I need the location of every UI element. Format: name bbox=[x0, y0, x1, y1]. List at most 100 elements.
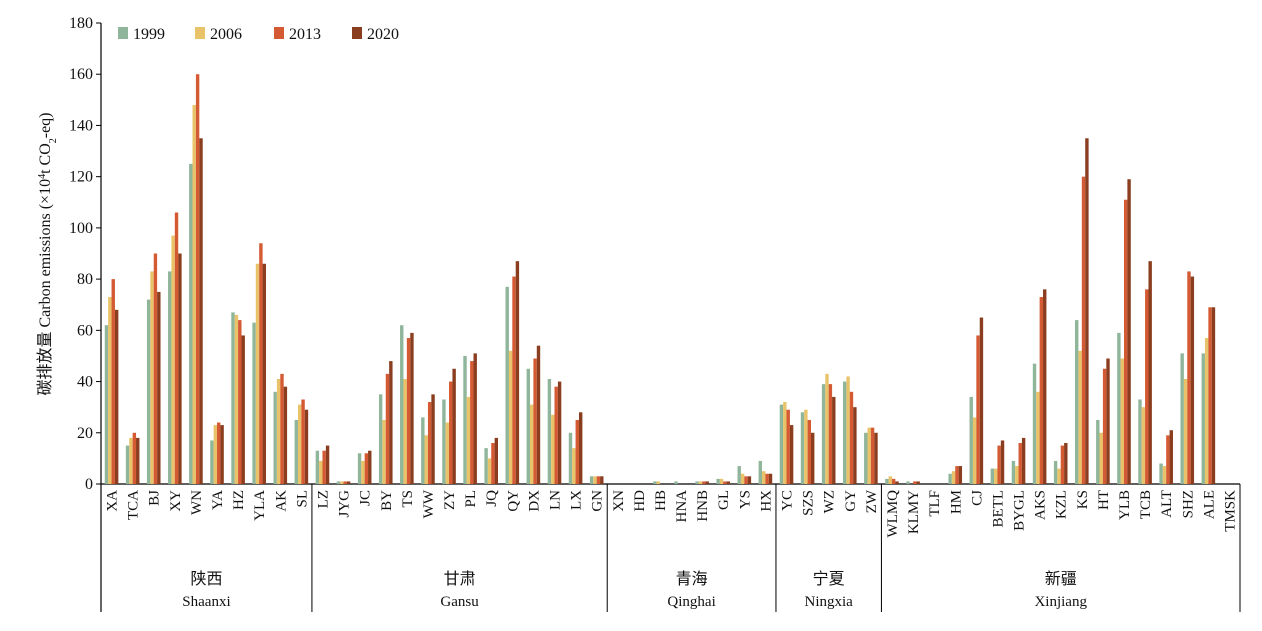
bar-SHZ-2006 bbox=[1183, 378, 1188, 484]
bar-AKS-2013 bbox=[1039, 297, 1044, 484]
bar-ALT-1999 bbox=[1159, 463, 1163, 484]
x-tick-label: ZY bbox=[442, 490, 458, 510]
bar-GL-2020 bbox=[726, 481, 731, 484]
bar-KS-1999 bbox=[1075, 320, 1079, 484]
bar-XY-2013 bbox=[174, 212, 179, 484]
x-tick-label: LN bbox=[547, 490, 563, 510]
x-tick-label: XA bbox=[105, 490, 121, 512]
bar-BETL-1999 bbox=[990, 468, 995, 484]
bar-AK-1999 bbox=[273, 391, 277, 484]
bar-XY-2006 bbox=[171, 235, 175, 484]
bar-LZ-2006 bbox=[319, 460, 323, 484]
x-tick-label: YS bbox=[737, 490, 753, 509]
bar-GL-1999 bbox=[716, 478, 720, 484]
bar-QY-1999 bbox=[505, 286, 509, 484]
bar-WZ-2020 bbox=[832, 396, 836, 484]
bar-YS-2020 bbox=[747, 476, 752, 484]
bar-GN-2020 bbox=[600, 476, 604, 484]
bar-ZW-2013 bbox=[870, 427, 875, 484]
x-tick-label: KLMY bbox=[906, 490, 922, 534]
bar-SHZ-2013 bbox=[1187, 271, 1191, 484]
x-tick-label: GN bbox=[590, 490, 606, 512]
bar-QY-2013 bbox=[512, 276, 516, 484]
x-tick-label: QY bbox=[505, 490, 521, 512]
x-tick-label: TCB bbox=[1138, 490, 1154, 519]
bar-HT-2020 bbox=[1106, 358, 1110, 484]
bar-GN-2006 bbox=[593, 476, 597, 484]
legend-label-2013: 2013 bbox=[289, 26, 321, 43]
x-tick-label: KS bbox=[1075, 490, 1091, 509]
bar-ZY-2006 bbox=[445, 422, 450, 484]
bar-AKS-2006 bbox=[1036, 391, 1040, 484]
x-tick-label: SL bbox=[294, 490, 310, 508]
bar-YA-2006 bbox=[213, 425, 218, 484]
bar-AK-2013 bbox=[280, 373, 284, 484]
bar-WLMQ-2013 bbox=[891, 478, 896, 484]
bar-HZ-2006 bbox=[234, 314, 239, 484]
bar-TCA-1999 bbox=[125, 445, 130, 484]
bar-HB-2006 bbox=[656, 481, 660, 484]
x-tick-label: BJ bbox=[147, 490, 163, 506]
bar-WZ-1999 bbox=[821, 384, 826, 484]
bar-AK-2020 bbox=[283, 386, 288, 484]
bar-XY-1999 bbox=[168, 271, 172, 484]
x-tick-label: YLB bbox=[1117, 490, 1133, 520]
x-tick-label: HD bbox=[632, 490, 648, 512]
x-tick-label: XY bbox=[168, 490, 184, 512]
bar-ZY-2013 bbox=[449, 381, 453, 484]
bar-KZL-2013 bbox=[1060, 445, 1065, 484]
x-tick-label: HNB bbox=[695, 490, 711, 522]
bar-KS-2006 bbox=[1078, 350, 1082, 484]
bar-ALT-2006 bbox=[1162, 466, 1167, 484]
bar-JQ-2013 bbox=[491, 443, 495, 484]
bar-TCB-2006 bbox=[1141, 407, 1146, 484]
x-tick-label: ALT bbox=[1159, 490, 1175, 518]
y-axis-label: 碳排放量 Carbon emissions (×104t CO2-eq) bbox=[36, 112, 59, 395]
y-tick-label: 0 bbox=[85, 476, 93, 493]
bar-DX-2013 bbox=[533, 358, 537, 484]
bar-ZW-1999 bbox=[864, 432, 868, 484]
y-tick-label: 180 bbox=[69, 15, 93, 32]
bar-BJ-2020 bbox=[157, 291, 161, 484]
bar-WZ-2006 bbox=[825, 373, 829, 484]
legend-label-1999: 1999 bbox=[133, 26, 165, 43]
bar-WZ-2013 bbox=[828, 384, 833, 484]
x-tick-label: BYGL bbox=[1012, 490, 1028, 531]
bar-YA-1999 bbox=[210, 440, 214, 484]
bar-DX-1999 bbox=[526, 368, 530, 484]
bar-GY-2020 bbox=[853, 407, 857, 484]
bar-SL-2013 bbox=[301, 399, 305, 484]
x-tick-label: JC bbox=[358, 490, 374, 506]
bar-GY-2006 bbox=[846, 376, 850, 484]
y-tick-label: 40 bbox=[77, 374, 93, 391]
bar-YLA-1999 bbox=[252, 322, 256, 484]
bar-JC-2006 bbox=[361, 460, 365, 484]
bar-HZ-2013 bbox=[238, 320, 242, 484]
bar-HX-2013 bbox=[765, 473, 769, 484]
bar-SL-2020 bbox=[304, 409, 309, 484]
bar-SZS-2013 bbox=[807, 419, 811, 484]
bar-YC-2006 bbox=[783, 402, 787, 484]
bar-BETL-2006 bbox=[994, 468, 998, 484]
bar-HX-2020 bbox=[768, 473, 773, 484]
bar-WLMQ-2006 bbox=[888, 476, 892, 484]
province-name-en: Ningxia bbox=[805, 594, 854, 610]
bar-JYG-2020 bbox=[346, 481, 351, 484]
x-tick-label: YC bbox=[780, 490, 796, 511]
bar-TCB-1999 bbox=[1138, 399, 1142, 484]
bar-LZ-1999 bbox=[315, 450, 320, 484]
bar-KZL-1999 bbox=[1053, 460, 1058, 484]
bar-AK-2006 bbox=[276, 378, 281, 484]
y-tick-label: 100 bbox=[69, 220, 93, 237]
bar-SHZ-2020 bbox=[1190, 276, 1195, 484]
bar-XY-2020 bbox=[178, 253, 182, 484]
bar-JC-1999 bbox=[357, 453, 362, 484]
bar-PL-1999 bbox=[463, 355, 467, 484]
legend-swatch-2006 bbox=[195, 27, 205, 39]
bar-XA-2013 bbox=[111, 279, 115, 484]
bar-LN-2006 bbox=[551, 414, 555, 484]
bar-JQ-1999 bbox=[484, 448, 488, 484]
bar-HNB-2013 bbox=[702, 481, 706, 484]
x-tick-label: YA bbox=[210, 490, 226, 510]
bar-HNA-1999 bbox=[674, 481, 678, 484]
